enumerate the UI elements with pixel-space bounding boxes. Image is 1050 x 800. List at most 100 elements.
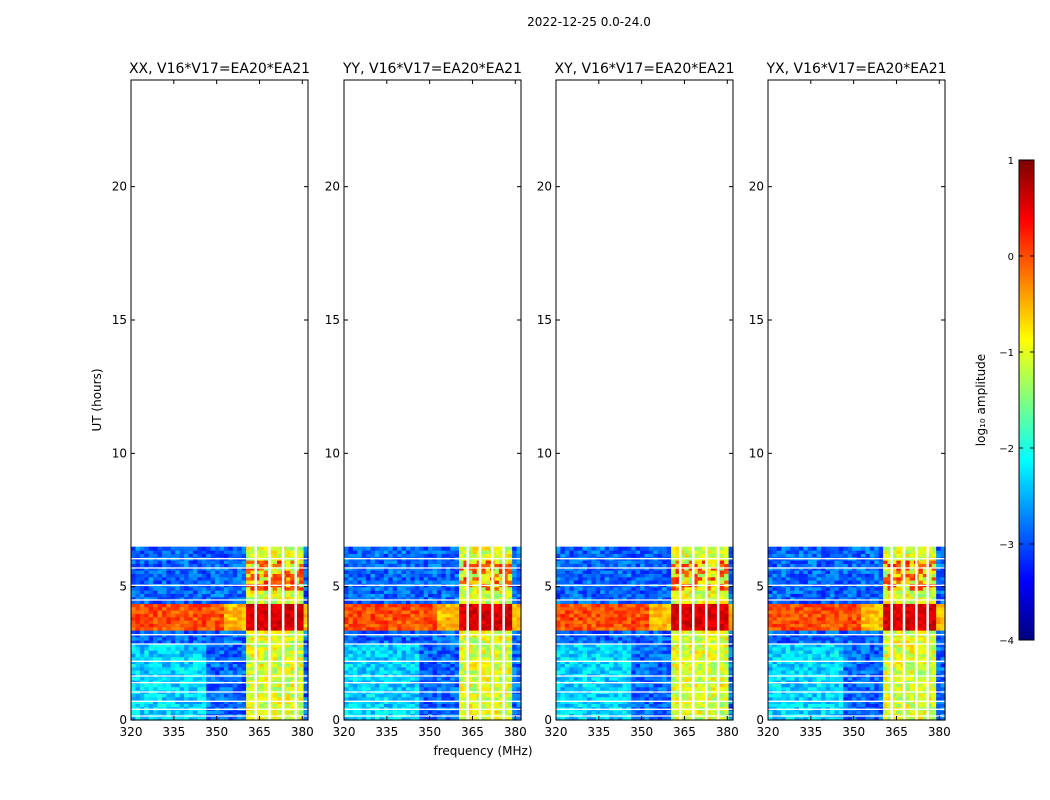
heatmap-cell	[144, 560, 150, 564]
heatmap-cell	[578, 673, 584, 678]
heatmap-cell	[450, 616, 456, 621]
heatmap-cell	[423, 676, 429, 681]
heatmap-cell	[512, 670, 518, 674]
heatmap-cell	[397, 670, 403, 674]
heatmap-cell	[179, 693, 185, 698]
heatmap-cell	[459, 623, 465, 628]
heatmap-cell	[595, 666, 601, 671]
heatmap-cell	[401, 716, 407, 721]
heatmap-cell	[423, 650, 429, 654]
heatmap-cell	[215, 580, 221, 584]
heatmap-cell	[481, 546, 487, 551]
heatmap-cell	[303, 573, 309, 578]
heatmap-cell	[352, 596, 358, 601]
heatmap-cell	[232, 550, 238, 554]
heatmap-cell	[445, 686, 451, 691]
heatmap-cell	[383, 653, 389, 658]
heatmap-cell	[250, 666, 256, 671]
heatmap-cell	[352, 703, 358, 708]
heatmap-cell	[344, 666, 350, 671]
heatmap-cell	[303, 616, 309, 621]
heatmap-cell	[303, 603, 309, 608]
heatmap-cell	[166, 596, 172, 601]
heatmap-cell	[197, 553, 203, 558]
heatmap-cell	[259, 623, 265, 628]
heatmap-cell	[246, 600, 252, 604]
heatmap-cell	[653, 676, 659, 681]
heatmap-cell	[591, 663, 597, 668]
x-tick-label: 335	[162, 725, 185, 739]
heatmap-cell	[348, 560, 354, 564]
heatmap-cell	[423, 673, 429, 678]
heatmap-cell	[131, 546, 137, 551]
heatmap-cell	[503, 550, 509, 554]
heatmap-cell	[401, 650, 407, 654]
heatmap-cell	[215, 706, 221, 711]
heatmap-cell	[648, 696, 654, 701]
heatmap-cell	[397, 563, 403, 568]
heatmap-cell	[366, 666, 372, 671]
heatmap-cell	[467, 716, 473, 721]
heatmap-cell	[688, 716, 694, 721]
heatmap-cell	[622, 673, 628, 678]
heatmap-cell	[215, 626, 221, 631]
heatmap-cell	[246, 573, 252, 578]
heatmap-cell	[210, 553, 216, 558]
heatmap-cell	[560, 693, 566, 698]
heatmap-cell	[344, 626, 350, 631]
heatmap-cell	[432, 590, 438, 594]
heatmap-cell	[503, 693, 509, 698]
heatmap-cell	[263, 613, 269, 618]
heatmap-cell	[410, 610, 416, 614]
heatmap-cell	[228, 656, 234, 661]
heatmap-cell	[241, 570, 247, 574]
heatmap-cell	[161, 573, 167, 578]
heatmap-cell	[467, 603, 473, 608]
heatmap-cell	[290, 716, 296, 721]
heatmap-cell	[241, 546, 247, 551]
heatmap-cell	[166, 570, 172, 574]
heatmap-cell	[232, 576, 238, 581]
heatmap-cell	[268, 643, 274, 648]
heatmap-cell	[232, 626, 238, 631]
heatmap-cell	[419, 586, 425, 591]
heatmap-cell	[210, 590, 216, 594]
heatmap-cell	[414, 653, 420, 658]
heatmap-cell	[153, 580, 159, 584]
heatmap-cell	[161, 643, 167, 648]
heatmap-cell	[144, 586, 150, 591]
heatmap-cell	[573, 706, 579, 711]
heatmap-cell	[423, 560, 429, 564]
heatmap-cell	[192, 603, 198, 608]
heatmap-cell	[361, 706, 367, 711]
heatmap-cell	[148, 553, 154, 558]
heatmap-cell	[401, 553, 407, 558]
heatmap-cell	[263, 553, 269, 558]
heatmap-cell	[432, 606, 438, 611]
heatmap-cell	[161, 620, 167, 624]
heatmap-cell	[388, 640, 394, 644]
x-tick-label: 350	[205, 725, 228, 739]
heatmap-cell	[201, 683, 207, 688]
heatmap-cell	[232, 646, 238, 651]
heatmap-cell	[410, 683, 416, 688]
heatmap-cell	[379, 590, 385, 594]
heatmap-cell	[344, 596, 350, 601]
heatmap-cell	[215, 710, 221, 714]
heatmap-cell	[485, 570, 491, 574]
heatmap-cell	[675, 666, 681, 671]
heatmap-cell	[161, 713, 167, 718]
heatmap-cell	[210, 683, 216, 688]
heatmap-cell	[175, 626, 181, 631]
heatmap-cell	[414, 600, 420, 604]
heatmap-cell	[401, 673, 407, 678]
heatmap-cell	[507, 606, 513, 611]
heatmap-cell	[184, 553, 190, 558]
heatmap-cell	[388, 580, 394, 584]
heatmap-cell	[197, 710, 203, 714]
heatmap-cell	[467, 580, 473, 584]
heatmap-cell	[702, 670, 708, 674]
heatmap-cell	[272, 666, 278, 671]
heatmap-cell	[210, 686, 216, 691]
heatmap-cell	[679, 696, 685, 701]
